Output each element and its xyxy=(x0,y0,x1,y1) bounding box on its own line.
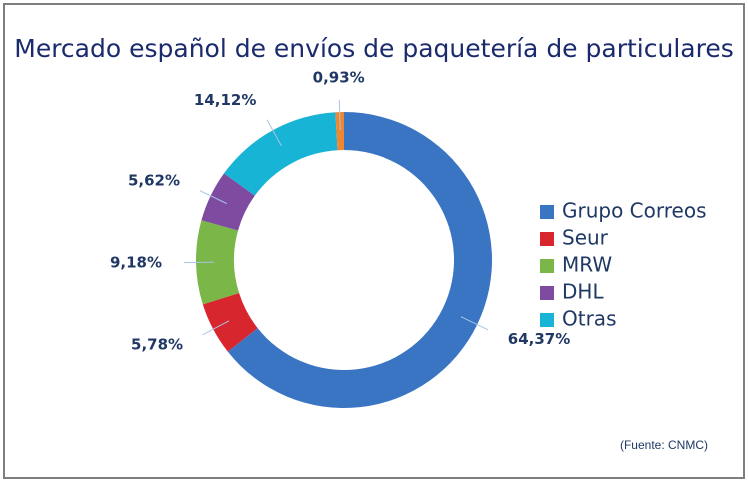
donut-slice xyxy=(223,112,338,196)
legend-swatch xyxy=(540,313,554,327)
donut-slice xyxy=(227,112,492,408)
frame xyxy=(3,3,745,479)
legend-label: MRW xyxy=(562,253,612,277)
source-note: (Fuente: CNMC) xyxy=(620,438,708,452)
leader-line xyxy=(266,119,282,147)
value-label: 5,78% xyxy=(131,336,183,354)
legend-swatch xyxy=(540,205,554,219)
leader-line xyxy=(338,100,341,131)
value-label: 64,37% xyxy=(508,330,570,348)
value-label: 5,62% xyxy=(128,172,180,190)
value-label: 9,18% xyxy=(110,253,162,271)
donut-slice xyxy=(196,220,240,305)
legend-label: Otras xyxy=(562,307,616,331)
legend-swatch xyxy=(540,232,554,246)
donut-slice xyxy=(335,112,344,151)
legend-label: DHL xyxy=(562,280,604,304)
leader-line xyxy=(199,190,228,205)
value-label: 14,12% xyxy=(194,91,256,109)
value-label: 0,93% xyxy=(313,69,365,87)
donut-slice xyxy=(202,293,258,352)
leader-line xyxy=(202,320,230,336)
legend-label: Grupo Correos xyxy=(562,199,707,223)
legend-swatch xyxy=(540,259,554,273)
leader-line xyxy=(460,316,489,331)
legend-label: Seur xyxy=(562,226,609,250)
donut-slice xyxy=(201,173,255,231)
legend-swatch xyxy=(540,286,554,300)
chart-title: Mercado español de envíos de paquetería … xyxy=(14,34,733,63)
